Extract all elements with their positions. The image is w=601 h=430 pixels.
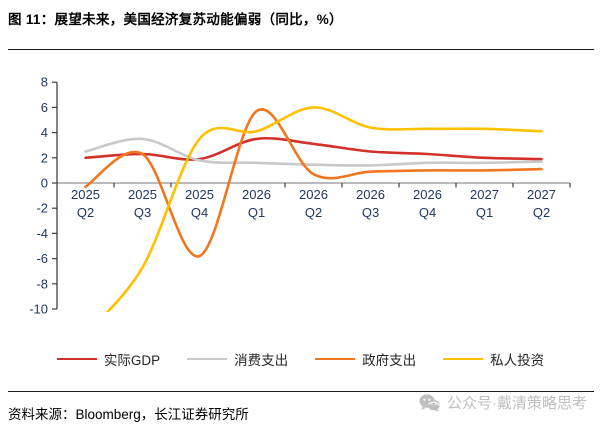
legend-swatch-yellow-line	[443, 357, 484, 361]
legend-label: 私人投资	[490, 353, 545, 368]
svg-text:4: 4	[41, 125, 48, 140]
footer-divider	[8, 391, 594, 392]
legend-item-consumption: 消费支出	[187, 349, 288, 369]
svg-text:Q4: Q4	[191, 205, 208, 220]
legend-item-private-investment: 私人投资	[443, 349, 544, 369]
svg-text:Q4: Q4	[419, 205, 436, 220]
svg-text:-6: -6	[36, 251, 48, 266]
legend-label: 实际GDP	[103, 353, 161, 368]
title-divider	[8, 49, 594, 50]
svg-text:-2: -2	[36, 201, 48, 216]
legend-swatch-red-line	[56, 357, 97, 361]
svg-text:2025: 2025	[185, 187, 214, 202]
figure-title: 图 11：展望未来，美国经济复苏动能偏弱（同比，%）	[8, 12, 343, 27]
legend-label: 消费支出	[234, 353, 289, 368]
svg-text:Q3: Q3	[362, 205, 379, 220]
svg-text:-4: -4	[36, 226, 48, 241]
svg-text:-10: -10	[29, 302, 48, 317]
svg-text:2027: 2027	[470, 187, 499, 202]
source-note: 资料来源：Bloomberg，长江证券研究所	[8, 407, 249, 422]
svg-text:Q3: Q3	[134, 205, 151, 220]
svg-text:2026: 2026	[242, 187, 271, 202]
svg-text:Q1: Q1	[476, 205, 493, 220]
svg-text:-8: -8	[36, 276, 48, 291]
svg-text:8: 8	[41, 75, 48, 90]
legend-swatch-gray-line	[187, 357, 228, 361]
watermark-text: 公众号·戴清策略思考	[447, 395, 587, 412]
legend-swatch-orange-line	[315, 357, 356, 361]
watermark: 公众号·戴清策略思考	[419, 392, 587, 413]
svg-text:Q1: Q1	[248, 205, 265, 220]
legend-item-real-gdp: 实际GDP	[56, 349, 161, 369]
svg-text:Q2: Q2	[533, 205, 550, 220]
svg-text:0: 0	[41, 176, 48, 191]
svg-text:2026: 2026	[356, 187, 385, 202]
svg-text:Q2: Q2	[77, 205, 94, 220]
svg-text:2025: 2025	[71, 187, 100, 202]
svg-text:2027: 2027	[527, 187, 556, 202]
svg-text:2026: 2026	[413, 187, 442, 202]
svg-text:2025: 2025	[128, 187, 157, 202]
svg-text:2026: 2026	[299, 187, 328, 202]
wechat-icon	[419, 393, 440, 412]
line-chart: 8 6 4 2 0 -2 -4 -6 -8 -10 2025 Q2 2025 Q3 2025 Q4 2026 Q1…	[29, 75, 571, 317]
svg-text:6: 6	[41, 100, 48, 115]
svg-text:2: 2	[41, 150, 48, 165]
legend-label: 政府支出	[362, 353, 417, 368]
chart-legend: 实际GDP 消费支出 政府支出 私人投资	[0, 349, 601, 369]
legend-item-government: 政府支出	[315, 349, 416, 369]
svg-text:Q2: Q2	[305, 205, 322, 220]
